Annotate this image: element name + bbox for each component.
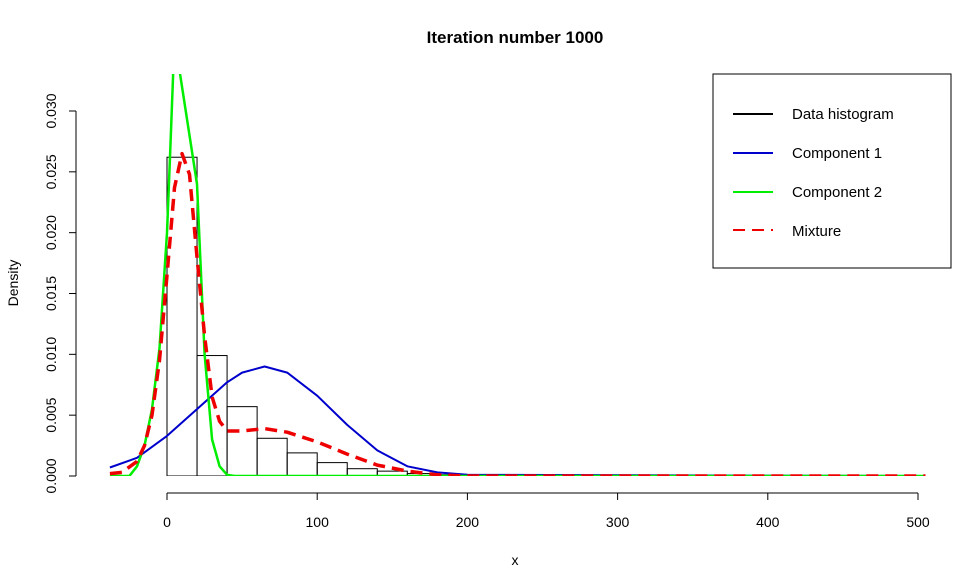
histogram-bar [256, 437, 288, 476]
y-tick-label: 0.010 [43, 337, 59, 372]
series-line-component-1 [109, 365, 926, 476]
legend: Data histogram Component 1 Component 2 M… [712, 73, 952, 269]
x-axis-label: x [512, 552, 519, 568]
x-axis: 0 100 200 300 400 500 [163, 492, 930, 530]
histogram-bar [316, 462, 348, 476]
y-tick-label: 0.005 [43, 397, 59, 432]
legend-item-histogram: Data histogram [733, 106, 894, 123]
series-line-mixture [109, 151, 926, 476]
legend-item-component-1: Component 1 [733, 145, 882, 162]
histogram-bar [196, 355, 228, 476]
plot-area [109, 74, 926, 476]
y-axis-label: Density [5, 260, 21, 307]
series-lines [109, 74, 926, 476]
x-tick-label: 500 [906, 514, 930, 530]
y-tick-label: 0.015 [43, 276, 59, 311]
legend-box [712, 73, 952, 269]
legend-label-mixture: Mixture [792, 223, 841, 240]
x-tick-label: 100 [306, 514, 330, 530]
chart-title: Iteration number 1000 [427, 28, 604, 47]
y-tick-label: 0.000 [43, 458, 59, 493]
x-tick-label: 400 [756, 514, 780, 530]
y-tick-label: 0.030 [43, 93, 59, 128]
legend-item-component-2: Component 2 [733, 184, 882, 201]
legend-label-component-1: Component 1 [792, 145, 882, 162]
y-tick-label: 0.020 [43, 215, 59, 250]
x-tick-label: 300 [606, 514, 630, 530]
histogram-bar [226, 406, 258, 476]
legend-label-histogram: Data histogram [792, 106, 894, 123]
series-line-component-2 [109, 74, 926, 476]
legend-label-component-2: Component 2 [792, 184, 882, 201]
histogram-bar [286, 452, 318, 476]
y-axis: 0.000 0.005 0.010 0.015 0.020 0.025 0.030 [43, 93, 77, 494]
legend-item-mixture: Mixture [733, 223, 841, 240]
y-tick-label: 0.025 [43, 154, 59, 189]
x-tick-label: 200 [456, 514, 480, 530]
x-tick-label: 0 [163, 514, 171, 530]
